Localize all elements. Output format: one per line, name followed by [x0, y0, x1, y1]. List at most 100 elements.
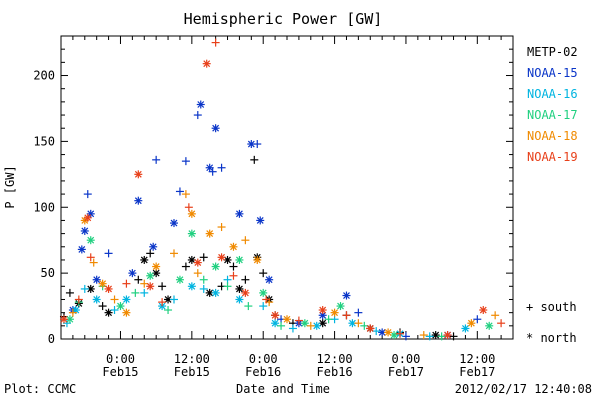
north-point-noaa-18	[122, 308, 131, 317]
south-point-metp-02	[259, 269, 268, 278]
y-tick-label: 50	[41, 266, 55, 280]
north-point-noaa-18	[187, 209, 196, 218]
south-point-noaa-19	[342, 311, 351, 320]
north-point-noaa-19	[83, 213, 92, 222]
north-point-noaa-15	[134, 196, 143, 205]
north-point-noaa-18	[467, 319, 476, 328]
north-point-noaa-18	[283, 315, 291, 324]
north-point-noaa-15	[211, 124, 220, 133]
north-point-noaa-19	[202, 59, 211, 68]
south-point-metp-02	[250, 155, 259, 164]
legend-symbol-south: + south	[526, 300, 577, 314]
north-point-noaa-19	[193, 258, 202, 267]
north-point-noaa-17	[86, 236, 95, 245]
north-point-noaa-19	[59, 315, 68, 324]
south-point-metp-02	[65, 288, 74, 297]
south-point-noaa-18	[110, 295, 119, 304]
south-point-noaa-18	[354, 319, 363, 328]
south-point-noaa-16	[170, 295, 178, 304]
south-point-metp-02	[181, 262, 190, 271]
north-point-noaa-16	[122, 295, 131, 304]
north-point-noaa-19	[318, 306, 327, 315]
y-tick-label: 200	[33, 69, 55, 83]
north-point-noaa-19	[241, 288, 250, 297]
north-point-noaa-19	[443, 331, 452, 340]
north-point-metp-02	[235, 284, 244, 293]
north-point-noaa-15	[265, 275, 274, 284]
north-point-noaa-16	[187, 282, 196, 291]
north-point-noaa-18	[384, 328, 393, 337]
south-point-noaa-15	[175, 187, 184, 196]
south-point-noaa-16	[259, 302, 268, 311]
x-axis: 0:00Feb1512:00Feb150:00Feb1612:00Feb160:…	[60, 36, 514, 379]
south-point-metp-02	[449, 332, 458, 341]
south-point-noaa-19	[74, 295, 83, 304]
south-point-noaa-18	[68, 308, 77, 317]
north-point-metp-02	[104, 308, 113, 317]
x-tick-label-date: Feb15	[102, 365, 138, 379]
south-point-noaa-19	[262, 295, 271, 304]
north-point-noaa-19	[134, 170, 143, 179]
north-point-noaa-15	[196, 100, 205, 109]
south-point-noaa-17	[437, 332, 446, 341]
south-point-metp-02	[146, 249, 155, 258]
legend-entry-noaa-19: NOAA-19	[527, 150, 578, 164]
south-point-noaa-16	[199, 284, 208, 293]
south-point-noaa-17	[223, 282, 232, 291]
south-point-noaa-17	[164, 306, 173, 315]
north-point-noaa-16	[235, 295, 244, 304]
x-tick-label-time: 12:00	[174, 352, 210, 366]
footer-timestamp: 2012/02/17 12:40:08	[455, 382, 592, 396]
x-tick-label-date: Feb16	[317, 365, 353, 379]
north-point-noaa-15	[128, 269, 137, 278]
south-point-noaa-17	[199, 275, 208, 284]
x-tick-label-time: 12:00	[459, 352, 495, 366]
north-point-noaa-18	[205, 229, 214, 238]
north-point-noaa-15	[342, 291, 351, 300]
north-point-noaa-19	[271, 311, 280, 320]
south-point-noaa-18	[491, 311, 500, 320]
north-point-noaa-17	[175, 275, 184, 284]
south-point-noaa-18	[306, 321, 315, 330]
north-point-noaa-18	[98, 279, 107, 288]
south-point-noaa-19	[184, 203, 193, 212]
north-point-noaa-16	[92, 295, 101, 304]
north-point-noaa-18	[229, 242, 238, 251]
south-point-noaa-15	[354, 308, 363, 317]
x-tick-label-date: Feb17	[388, 365, 424, 379]
y-axis: 0 50 100 150 200	[33, 35, 513, 346]
north-point-noaa-17	[235, 255, 244, 264]
north-point-noaa-19	[366, 324, 375, 333]
north-point-noaa-17	[300, 319, 309, 328]
south-point-noaa-18	[241, 236, 250, 245]
south-point-noaa-15	[181, 157, 190, 166]
north-point-noaa-16	[461, 324, 470, 333]
south-point-noaa-18	[170, 249, 178, 258]
x-tick-label-time: 0:00	[249, 352, 278, 366]
north-point-noaa-18	[152, 262, 161, 271]
south-point-noaa-16	[80, 284, 89, 293]
south-point-noaa-18	[217, 223, 226, 232]
north-point-noaa-17	[485, 321, 494, 330]
legend-entry-noaa-16: NOAA-16	[527, 87, 578, 101]
north-point-noaa-19	[146, 282, 155, 291]
south-point-noaa-19	[122, 279, 131, 288]
south-point-noaa-19	[229, 271, 238, 280]
south-point-noaa-15	[193, 111, 202, 120]
south-point-noaa-17	[244, 302, 253, 311]
x-tick-label-time: 12:00	[317, 352, 353, 366]
north-point-noaa-17	[187, 229, 196, 238]
y-tick-label: 0	[48, 332, 55, 346]
north-point-noaa-18	[253, 255, 262, 264]
north-point-noaa-16	[211, 288, 220, 297]
x-tick-label-time: 0:00	[391, 352, 420, 366]
south-point-noaa-18	[181, 190, 190, 199]
legend-entry-noaa-15: NOAA-15	[527, 66, 578, 80]
north-point-noaa-17	[259, 288, 268, 297]
south-point-noaa-18	[89, 258, 98, 267]
south-point-noaa-15	[253, 140, 262, 149]
south-point-metp-02	[158, 282, 167, 291]
north-point-noaa-19	[479, 306, 488, 315]
